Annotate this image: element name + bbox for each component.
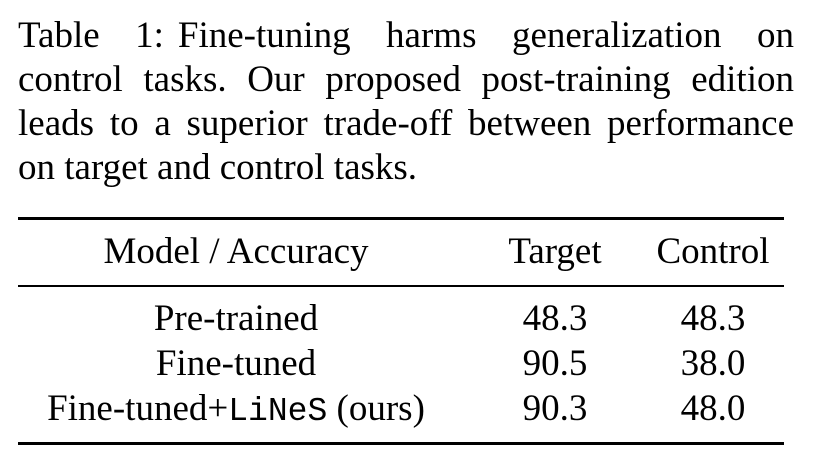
cell-model: Fine-tuned+LiNeS (ours) (18, 387, 454, 434)
table-header-rule (18, 285, 784, 287)
cell-model-suffix: (ours) (327, 388, 425, 429)
header-model: Model / Accuracy (103, 231, 369, 272)
cell-target: 48.3 (522, 298, 588, 339)
table-bottom-rule (18, 442, 784, 445)
cell-model-method: LiNeS (228, 393, 328, 430)
cell-model-prefix: Fine-tuned+ (47, 388, 229, 429)
header-target: Target (508, 231, 602, 272)
cell-control: 38.0 (680, 343, 746, 384)
caption-text: Fine-tuning harms generalization on cont… (18, 15, 794, 188)
header-control: Control (656, 231, 770, 272)
table-caption: Table 1: Fine-tuning harms generalization… (18, 14, 794, 190)
table-top-rule (18, 217, 784, 220)
cell-model: Fine-tuned (155, 343, 317, 384)
cell-target: 90.3 (522, 388, 588, 429)
cell-target: 90.5 (522, 343, 588, 384)
cell-control: 48.0 (680, 388, 746, 429)
cell-control: 48.3 (680, 298, 746, 339)
cell-model: Pre-trained (153, 298, 319, 339)
caption-label: Table 1: (18, 15, 164, 56)
